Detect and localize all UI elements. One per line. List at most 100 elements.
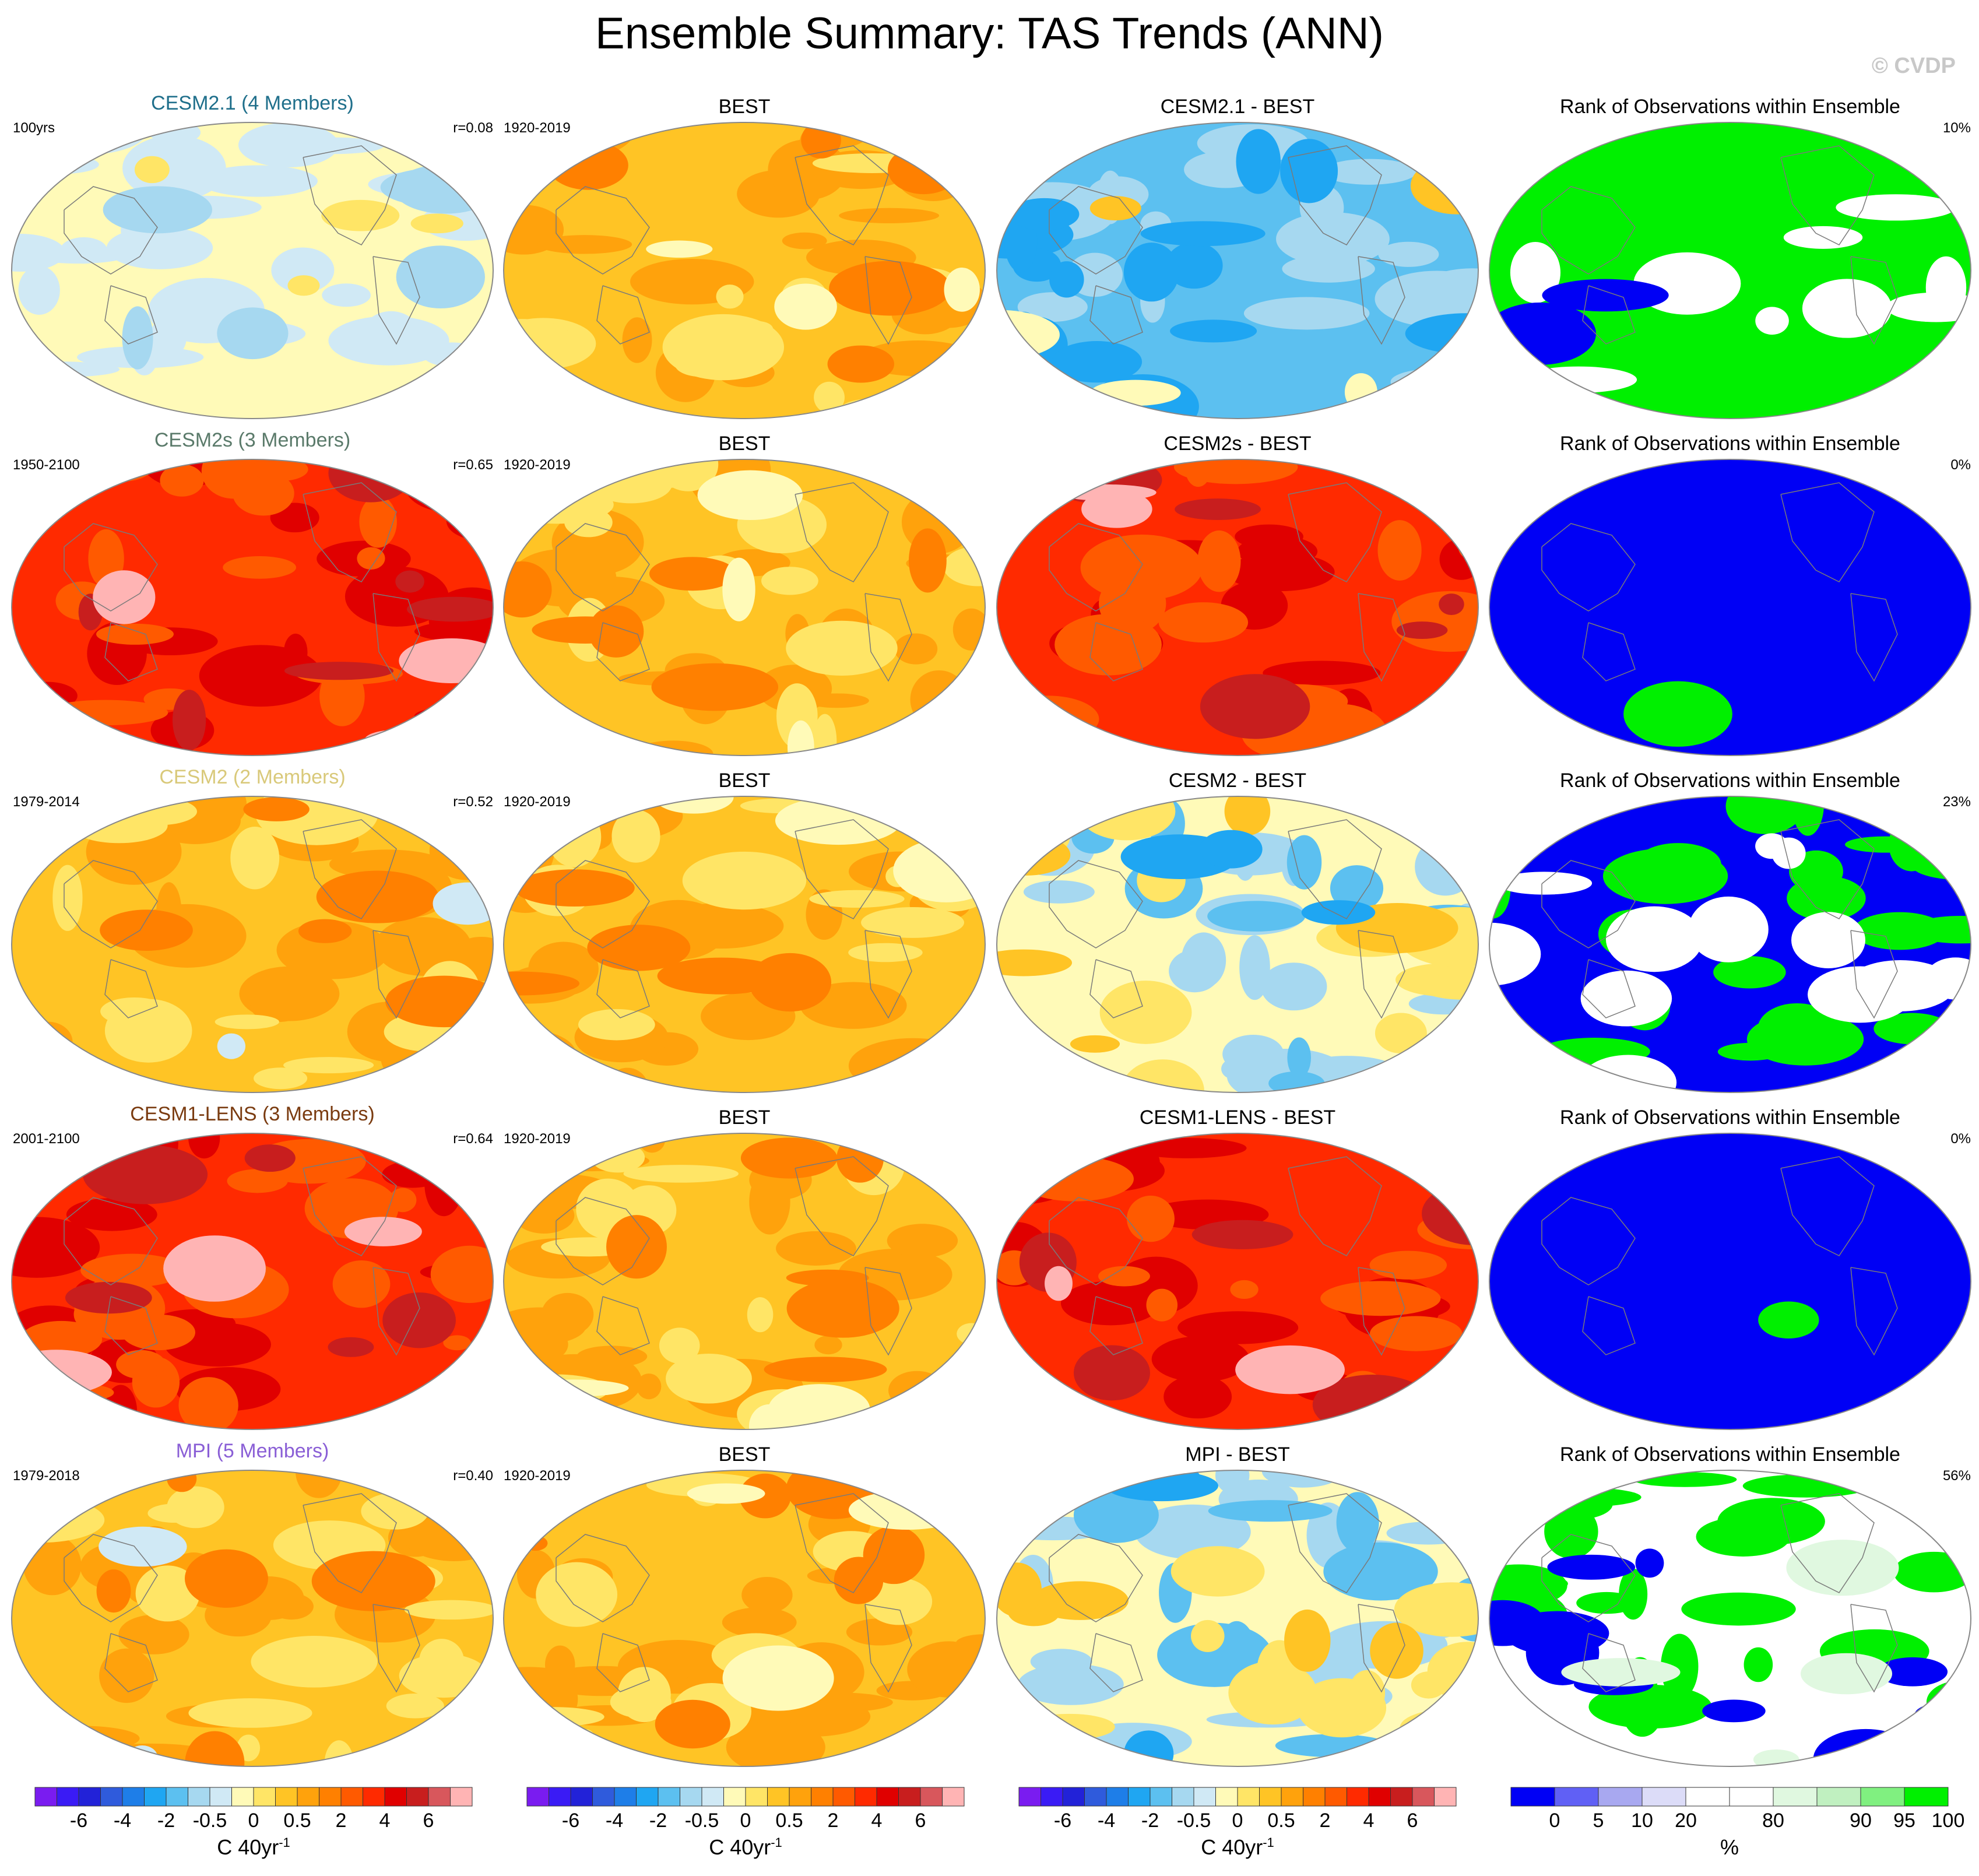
- diff-map-4: [996, 1470, 1479, 1767]
- colorbar-tick-label: -4: [1097, 1810, 1116, 1832]
- colorbar-swatch: [122, 1787, 145, 1807]
- diff-map-1: [996, 459, 1479, 756]
- colorbar-tick-label: 0.5: [1267, 1810, 1295, 1832]
- colorbar-tick-label: 2: [1319, 1810, 1331, 1832]
- colorbar-tick-label: 2: [827, 1810, 839, 1832]
- colorbar-swatch: [1860, 1787, 1905, 1807]
- colorbar-swatch: [340, 1787, 363, 1807]
- colorbar-swatch: [680, 1787, 702, 1807]
- colorbar-swatch: [1641, 1787, 1686, 1807]
- colorbar-swatch: [767, 1787, 790, 1807]
- colorbar-swatch: [1773, 1787, 1818, 1807]
- rank-map-4: [1489, 1470, 1971, 1767]
- rank-panel-title: Rank of Observations within Ensemble: [1560, 1106, 1900, 1129]
- colorbar-swatch: [614, 1787, 637, 1807]
- correlation-label: r=0.08: [453, 120, 493, 136]
- obs-panel-title: BEST: [718, 1106, 771, 1129]
- rank-map-0: [1489, 122, 1971, 419]
- colorbar-swatch: [1368, 1787, 1391, 1807]
- rank-panel-title: Rank of Observations within Ensemble: [1560, 96, 1900, 118]
- colorbar-swatch: [1041, 1787, 1063, 1807]
- correlation-label: r=0.65: [453, 457, 493, 473]
- colorbar-unit: C 40yr-1: [709, 1835, 782, 1859]
- diff-map-2: [996, 796, 1479, 1093]
- obs-map-1: [503, 459, 986, 756]
- colorbar-swatch: [1816, 1787, 1861, 1807]
- colorbar-swatch: [1237, 1787, 1260, 1807]
- model-period-label: 2001-2100: [13, 1131, 80, 1147]
- colorbar-swatch: [166, 1787, 188, 1807]
- colorbar-swatch: [319, 1787, 342, 1807]
- colorbar-swatch: [384, 1787, 407, 1807]
- colorbar-swatch: [1259, 1787, 1282, 1807]
- model-period-label: 1979-2014: [13, 794, 80, 810]
- colorbar-swatch: [1303, 1787, 1326, 1807]
- model-panel-title: CESM2s (3 Members): [154, 429, 351, 451]
- colorbar-swatch: [855, 1787, 877, 1807]
- colorbar-tick-label: 0: [248, 1810, 259, 1832]
- diff-panel-title: CESM2s - BEST: [1164, 433, 1312, 455]
- colorbar-swatch: [549, 1787, 571, 1807]
- colorbar-swatch: [450, 1787, 473, 1807]
- colorbar-tick-label: 6: [915, 1810, 926, 1832]
- cvdp-credit: © CVDP: [1871, 54, 1956, 78]
- colorbar-swatch: [1215, 1787, 1238, 1807]
- colorbar-swatch: [1598, 1787, 1643, 1807]
- diff-panel-title: CESM2 - BEST: [1168, 770, 1307, 792]
- colorbar-tick-label: -4: [113, 1810, 132, 1832]
- rank-panel-title: Rank of Observations within Ensemble: [1560, 433, 1900, 455]
- model-period-label: 1979-2018: [13, 1468, 80, 1484]
- colorbar-swatch: [1390, 1787, 1413, 1807]
- colorbar-swatch: [876, 1787, 899, 1807]
- colorbar-swatch: [428, 1787, 451, 1807]
- colorbar-swatch: [636, 1787, 659, 1807]
- colorbar-swatch: [275, 1787, 298, 1807]
- diff-panel-title: MPI - BEST: [1185, 1443, 1290, 1466]
- colorbar-model: [34, 1787, 473, 1807]
- obs-period-label: 1920-2019: [504, 1131, 571, 1147]
- colorbar-swatch: [1018, 1787, 1041, 1807]
- model-map-2: [11, 796, 494, 1093]
- diff-panel-title: CESM1-LENS - BEST: [1139, 1106, 1336, 1129]
- colorbar-swatch: [209, 1787, 232, 1807]
- colorbar-swatch: [1062, 1787, 1085, 1807]
- colorbar-tick-label: -6: [1053, 1810, 1072, 1832]
- colorbar-swatch: [1084, 1787, 1107, 1807]
- diff-map-3: [996, 1133, 1479, 1430]
- colorbar-swatch: [1685, 1787, 1730, 1807]
- colorbar-tick-label: 4: [871, 1810, 883, 1832]
- colorbar-swatch: [188, 1787, 210, 1807]
- model-map-0: [11, 122, 494, 419]
- colorbar-swatch: [1172, 1787, 1194, 1807]
- colorbar-tick-label: -2: [157, 1810, 175, 1832]
- model-panel-title: CESM2.1 (4 Members): [151, 92, 354, 114]
- rank-map-3: [1489, 1133, 1971, 1430]
- obs-map-0: [503, 122, 986, 419]
- rank-panel-title: Rank of Observations within Ensemble: [1560, 770, 1900, 792]
- colorbar-swatch: [297, 1787, 319, 1807]
- colorbar-swatch: [144, 1787, 167, 1807]
- colorbar-swatch: [1554, 1787, 1599, 1807]
- colorbar-swatch: [701, 1787, 724, 1807]
- colorbar-swatch: [100, 1787, 123, 1807]
- colorbar-unit: C 40yr-1: [217, 1835, 290, 1859]
- colorbar-swatch: [789, 1787, 811, 1807]
- obs-period-label: 1920-2019: [504, 457, 571, 473]
- colorbar-swatch: [1729, 1787, 1774, 1807]
- obs-panel-title: BEST: [718, 1443, 771, 1466]
- colorbar-swatch: [1281, 1787, 1303, 1807]
- colorbar-swatch: [526, 1787, 549, 1807]
- colorbar-swatch: [898, 1787, 921, 1807]
- rank-panel-title: Rank of Observations within Ensemble: [1560, 1443, 1900, 1466]
- rank-percent-label: 56%: [1942, 1468, 1971, 1484]
- obs-map-3: [503, 1133, 986, 1430]
- obs-panel-title: BEST: [718, 770, 771, 792]
- colorbar-tick-label: -2: [1141, 1810, 1159, 1832]
- obs-period-label: 1920-2019: [504, 1468, 571, 1484]
- model-panel-title: CESM1-LENS (3 Members): [130, 1103, 375, 1125]
- obs-map-2: [503, 796, 986, 1093]
- colorbar-tick-label: -6: [561, 1810, 580, 1832]
- model-panel-title: CESM2 (2 Members): [159, 766, 346, 788]
- colorbar-tick-label: 4: [379, 1810, 391, 1832]
